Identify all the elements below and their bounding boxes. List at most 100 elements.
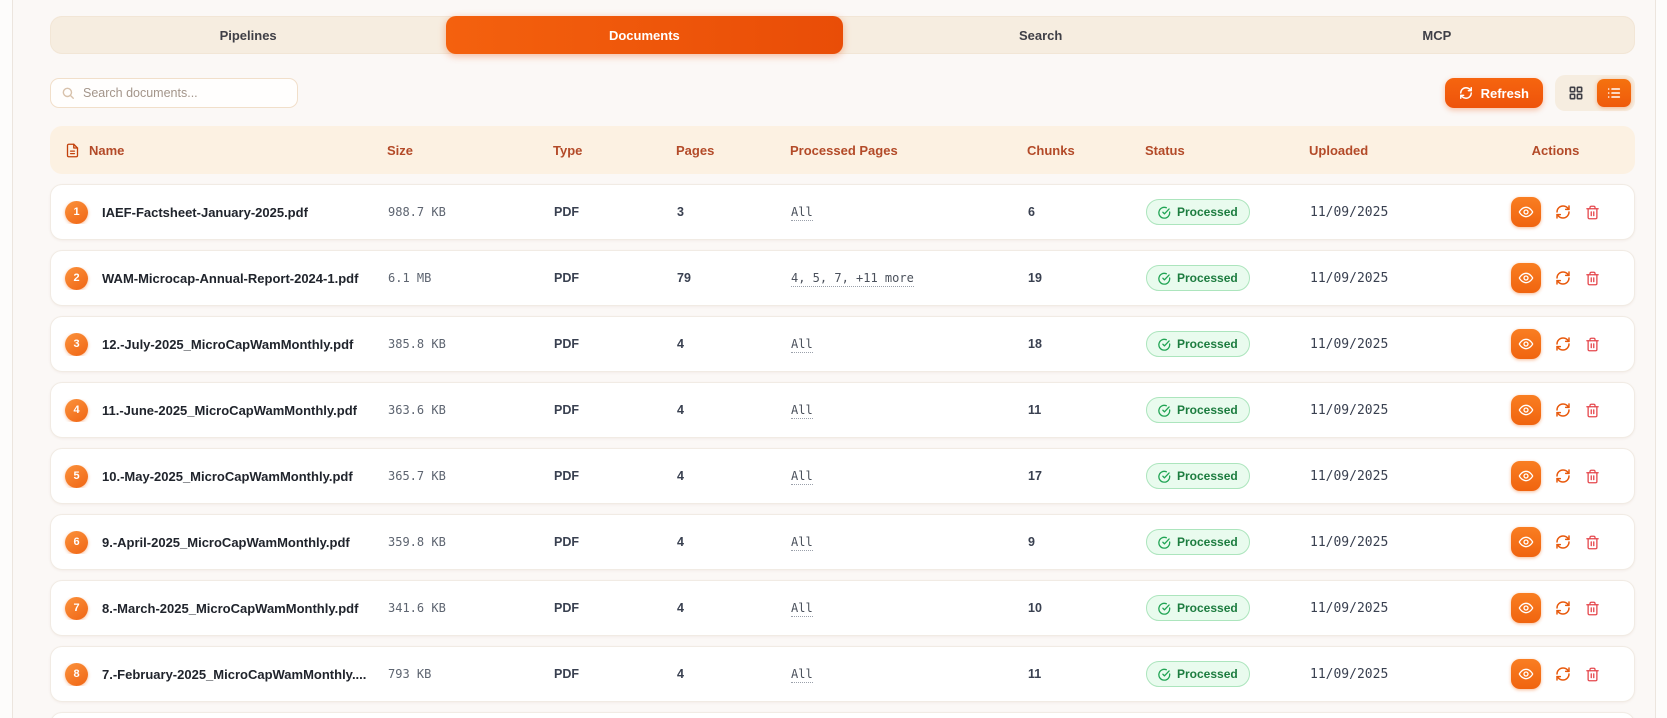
document-uploaded-date: 11/09/2025 xyxy=(1310,204,1389,220)
document-processed-pages[interactable]: All xyxy=(791,667,813,683)
table-row: 8 7.-February-2025_MicroCapWamMonthly...… xyxy=(50,646,1635,702)
document-status-cell: Processed xyxy=(1146,265,1310,291)
reprocess-document-button[interactable] xyxy=(1555,336,1571,352)
check-circle-icon xyxy=(1158,338,1171,351)
row-number-badge: 3 xyxy=(65,332,88,356)
reprocess-document-button[interactable] xyxy=(1555,600,1571,616)
view-document-button[interactable] xyxy=(1511,461,1541,491)
check-circle-icon xyxy=(1158,206,1171,219)
status-badge: Processed xyxy=(1146,397,1250,423)
document-pages: 4 xyxy=(677,601,684,615)
document-processed-pages[interactable]: All xyxy=(791,469,813,485)
document-processed-pages[interactable]: 4, 5, 7, +11 more xyxy=(791,271,914,287)
table-row: 1 IAEF-Factsheet-January-2025.pdf 988.7 … xyxy=(50,184,1635,240)
check-circle-icon xyxy=(1158,536,1171,549)
row-number-badge: 5 xyxy=(65,464,88,488)
header-size: Size xyxy=(387,142,414,158)
table-row: 7 8.-March-2025_MicroCapWamMonthly.pdf 3… xyxy=(50,580,1635,636)
document-type: PDF xyxy=(554,601,579,615)
delete-document-button[interactable] xyxy=(1585,601,1600,616)
list-view-button[interactable] xyxy=(1597,79,1631,107)
check-circle-icon xyxy=(1158,602,1171,615)
trash-icon xyxy=(1586,337,1599,351)
check-circle-icon xyxy=(1158,404,1171,417)
header-uploaded: Uploaded xyxy=(1309,142,1369,158)
document-name[interactable]: 9.-April-2025_MicroCapWamMonthly.pdf xyxy=(102,534,350,550)
document-processed-pages[interactable]: All xyxy=(791,205,813,221)
search-box xyxy=(50,78,298,108)
status-badge: Processed xyxy=(1146,463,1250,489)
row-actions xyxy=(1477,395,1634,425)
document-pages: 4 xyxy=(677,535,684,549)
eye-icon xyxy=(1518,206,1534,218)
document-chunks: 11 xyxy=(1028,667,1042,681)
view-document-button[interactable] xyxy=(1511,329,1541,359)
reprocess-document-button[interactable] xyxy=(1555,204,1571,220)
document-status-cell: Processed xyxy=(1146,595,1310,621)
document-processed-pages[interactable]: All xyxy=(791,337,813,353)
delete-document-button[interactable] xyxy=(1585,667,1600,682)
document-processed-pages[interactable]: All xyxy=(791,535,813,551)
reprocess-document-button[interactable] xyxy=(1555,666,1571,682)
row-actions xyxy=(1477,659,1634,689)
tab-documents[interactable]: Documents xyxy=(446,16,843,54)
header-chunks: Chunks xyxy=(1027,142,1075,158)
row-number-badge: 7 xyxy=(65,596,88,620)
reprocess-icon xyxy=(1556,205,1570,219)
document-status-cell: Processed xyxy=(1146,463,1310,489)
refresh-button[interactable]: Refresh xyxy=(1444,78,1543,108)
view-document-button[interactable] xyxy=(1511,593,1541,623)
reprocess-document-button[interactable] xyxy=(1555,534,1571,550)
table-header: Name Size Type Pages Processed Pages Chu… xyxy=(50,126,1635,174)
document-pages: 4 xyxy=(677,469,684,483)
reprocess-icon xyxy=(1556,535,1570,549)
document-chunks: 9 xyxy=(1028,535,1035,549)
search-input[interactable] xyxy=(83,86,287,100)
row-actions xyxy=(1477,461,1634,491)
document-chunks: 11 xyxy=(1028,403,1042,417)
trash-icon xyxy=(1586,205,1599,219)
document-status-cell: Processed xyxy=(1146,199,1310,225)
grid-view-button[interactable] xyxy=(1559,79,1593,107)
check-circle-icon xyxy=(1158,470,1171,483)
view-document-button[interactable] xyxy=(1511,395,1541,425)
reprocess-document-button[interactable] xyxy=(1555,468,1571,484)
document-name[interactable]: IAEF-Factsheet-January-2025.pdf xyxy=(102,204,308,220)
document-name[interactable]: 12.-July-2025_MicroCapWamMonthly.pdf xyxy=(102,336,354,352)
view-document-button[interactable] xyxy=(1511,263,1541,293)
document-name[interactable]: 11.-June-2025_MicroCapWamMonthly.pdf xyxy=(102,402,357,418)
document-processed-pages[interactable]: All xyxy=(791,601,813,617)
document-list: 1 IAEF-Factsheet-January-2025.pdf 988.7 … xyxy=(50,184,1635,718)
view-document-button[interactable] xyxy=(1511,659,1541,689)
delete-document-button[interactable] xyxy=(1585,271,1600,286)
delete-document-button[interactable] xyxy=(1585,403,1600,418)
document-name[interactable]: WAM-Microcap-Annual-Report-2024-1.pdf xyxy=(102,270,359,286)
row-actions xyxy=(1477,263,1634,293)
trash-icon xyxy=(1586,535,1599,549)
document-size: 385.8 KB xyxy=(388,337,446,351)
view-document-button[interactable] xyxy=(1511,527,1541,557)
table-row: 3 12.-July-2025_MicroCapWamMonthly.pdf 3… xyxy=(50,316,1635,372)
tab-pipelines[interactable]: Pipelines xyxy=(219,27,277,43)
delete-document-button[interactable] xyxy=(1585,337,1600,352)
reprocess-document-button[interactable] xyxy=(1555,402,1571,418)
document-pages: 4 xyxy=(677,667,684,681)
delete-document-button[interactable] xyxy=(1585,469,1600,484)
delete-document-button[interactable] xyxy=(1585,535,1600,550)
tab-mcp[interactable]: MCP xyxy=(1422,27,1452,43)
view-document-button[interactable] xyxy=(1511,197,1541,227)
document-name-cell: 3 12.-July-2025_MicroCapWamMonthly.pdf xyxy=(51,332,388,356)
document-name-cell: 1 IAEF-Factsheet-January-2025.pdf xyxy=(51,200,388,224)
tab-search[interactable]: Search xyxy=(1018,27,1063,43)
status-badge: Processed xyxy=(1146,265,1250,291)
document-name[interactable]: 8.-March-2025_MicroCapWamMonthly.pdf xyxy=(102,600,359,616)
row-number-badge: 1 xyxy=(65,200,88,224)
delete-document-button[interactable] xyxy=(1585,205,1600,220)
document-status-cell: Processed xyxy=(1146,331,1310,357)
header-status: Status xyxy=(1145,142,1185,158)
document-name[interactable]: 7.-February-2025_MicroCapWamMonthly.... xyxy=(102,666,367,682)
document-uploaded-date: 11/09/2025 xyxy=(1310,336,1389,352)
document-name[interactable]: 10.-May-2025_MicroCapWamMonthly.pdf xyxy=(102,468,353,484)
reprocess-document-button[interactable] xyxy=(1555,270,1571,286)
document-processed-pages[interactable]: All xyxy=(791,403,813,419)
